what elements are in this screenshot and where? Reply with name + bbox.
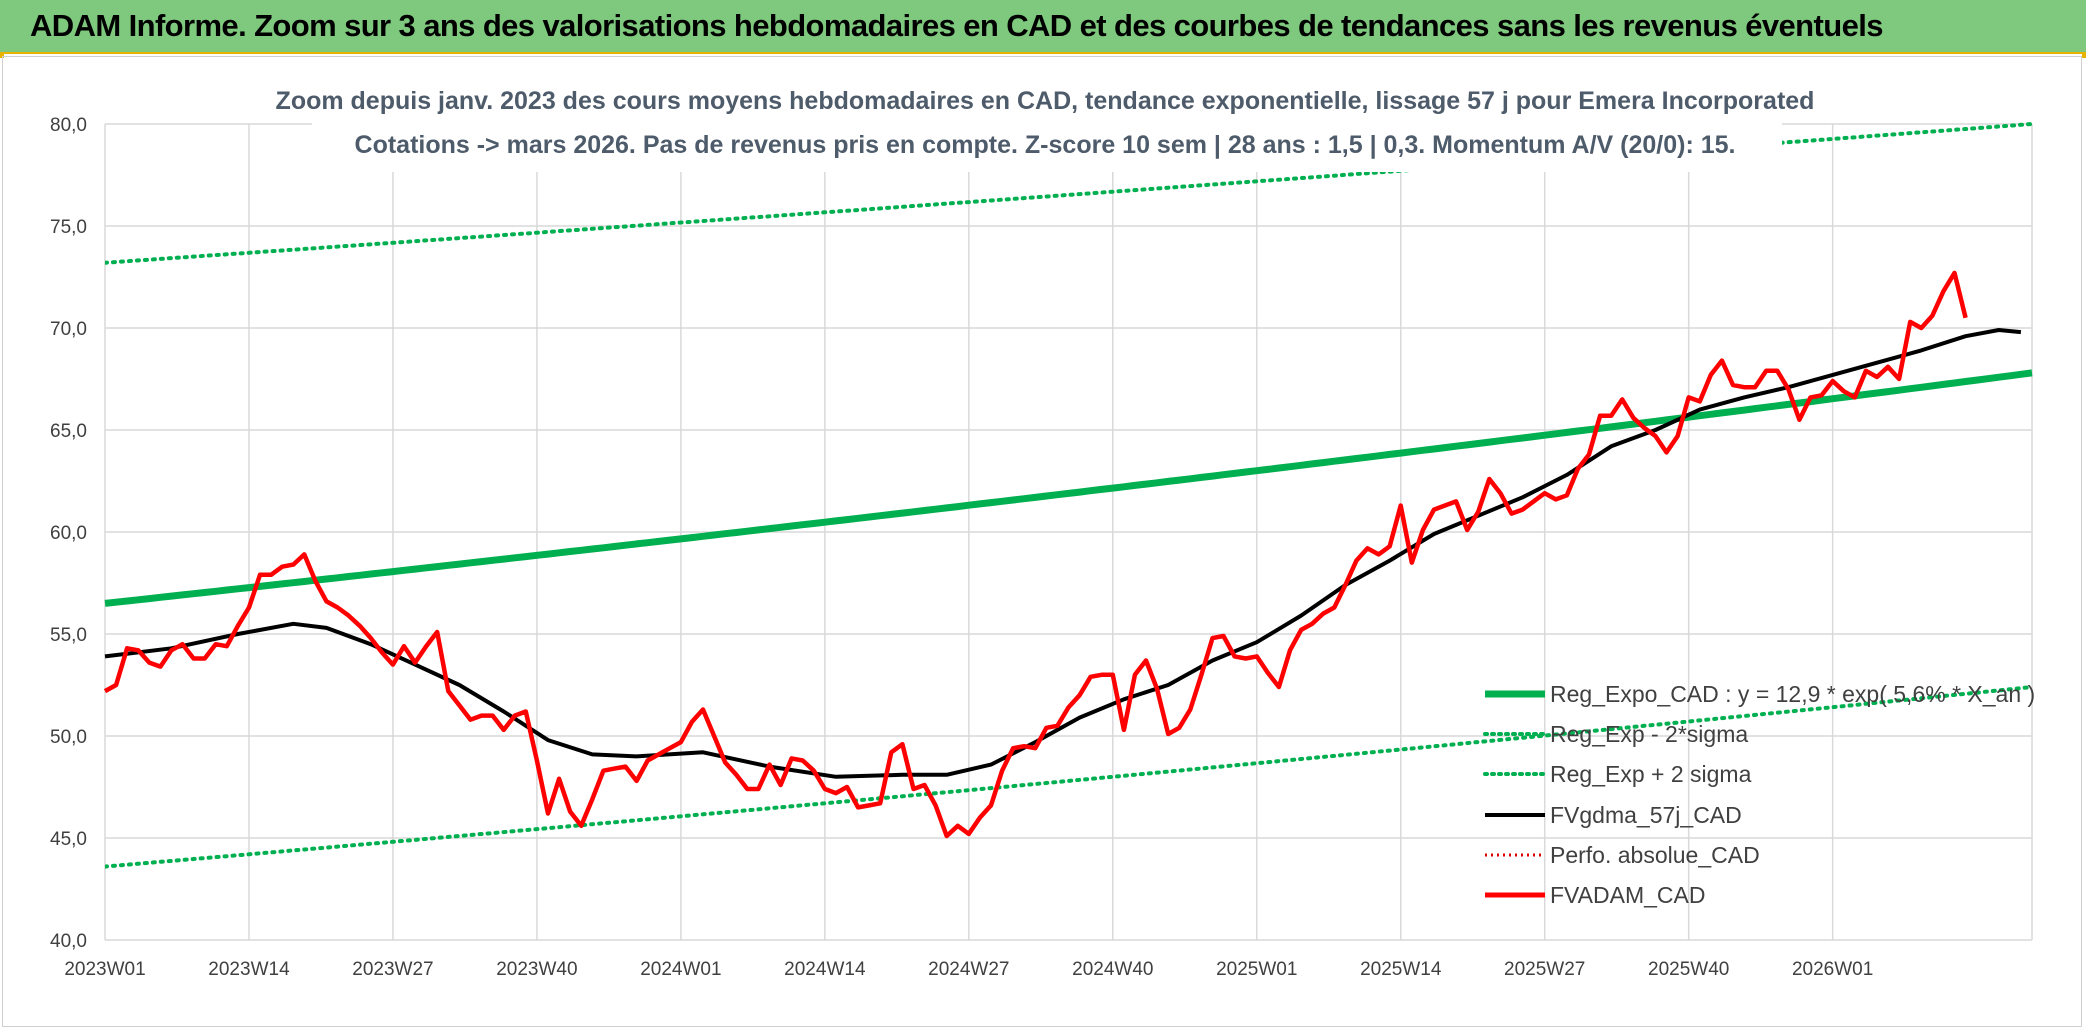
y-tick-label: 45,0	[50, 829, 87, 850]
x-tick-label: 2025W01	[1216, 959, 1297, 980]
x-tick-label: 2025W27	[1504, 959, 1585, 980]
y-tick-label: 65,0	[50, 421, 87, 442]
y-tick-label: 75,0	[50, 217, 87, 238]
x-tick-label: 2023W01	[64, 959, 145, 980]
x-tick-label: 2024W40	[1072, 959, 1153, 980]
x-tick-label: 2023W14	[208, 959, 290, 980]
x-tick-label: 2024W01	[640, 959, 721, 980]
x-tick-label: 2024W14	[784, 959, 866, 980]
y-tick-label: 80,0	[50, 115, 87, 136]
banner-corner-left	[0, 52, 4, 58]
legend-label-low: Reg_Exp - 2*sigma	[1550, 721, 1748, 747]
y-axis: 40,0 45,0 50,0 55,0 60,0 65,0 70,0 75,0 80,0	[50, 115, 87, 952]
x-tick-label: 2024W27	[928, 959, 1009, 980]
chart-title: Zoom depuis janv. 2023 des cours moyens …	[276, 80, 1815, 172]
x-axis: 2023W01 2023W14 2023W27 2023W40 2024W01 2024W…	[64, 959, 1873, 980]
x-tick-label: 2026W01	[1792, 959, 1873, 980]
x-tick-label: 2023W40	[496, 959, 577, 980]
legend-label-perfo: Perfo. absolue_CAD	[1550, 842, 1760, 868]
report-banner: ADAM Informe. Zoom sur 3 ans des valoris…	[0, 0, 2086, 54]
legend-label-adam: FVADAM_CAD	[1550, 882, 1706, 908]
chart-frame	[2, 56, 2082, 1027]
x-tick-label: 2023W27	[352, 959, 433, 980]
y-tick-label: 40,0	[50, 931, 87, 952]
legend-label-fvg: FVgdma_57j_CAD	[1550, 802, 1742, 828]
chart-title-line-2: Cotations -> mars 2026. Pas de revenus p…	[355, 131, 1736, 159]
series-line-reg	[104, 369, 2033, 607]
banner-corner-right	[2082, 52, 2086, 58]
y-tick-label: 60,0	[50, 523, 87, 544]
report-title: ADAM Informe. Zoom sur 3 ans des valoris…	[30, 8, 1883, 43]
y-tick-label: 70,0	[50, 319, 87, 340]
chart-title-line-1: Zoom depuis janv. 2023 des cours moyens …	[276, 87, 1815, 115]
series-line-fvg	[104, 328, 2022, 779]
series-line-low	[105, 685, 2034, 869]
legend-label-reg: Reg_Expo_CAD : y = 12,9 * exp( 5,6% * X_…	[1550, 681, 2035, 707]
y-tick-label: 50,0	[50, 727, 87, 748]
chart-title-background	[312, 80, 1782, 172]
chart-grid	[104, 123, 2033, 941]
series-line-adam	[103, 270, 1968, 839]
series-layer	[103, 122, 2034, 869]
x-tick-label: 2025W40	[1648, 959, 1729, 980]
legend: Reg_Expo_CAD : y = 12,9 * exp( 5,6% * X_…	[1483, 681, 2035, 908]
legend-label-high: Reg_Exp + 2 sigma	[1550, 761, 1752, 787]
x-tick-label: 2025W14	[1360, 959, 1442, 980]
y-tick-label: 55,0	[50, 625, 87, 646]
